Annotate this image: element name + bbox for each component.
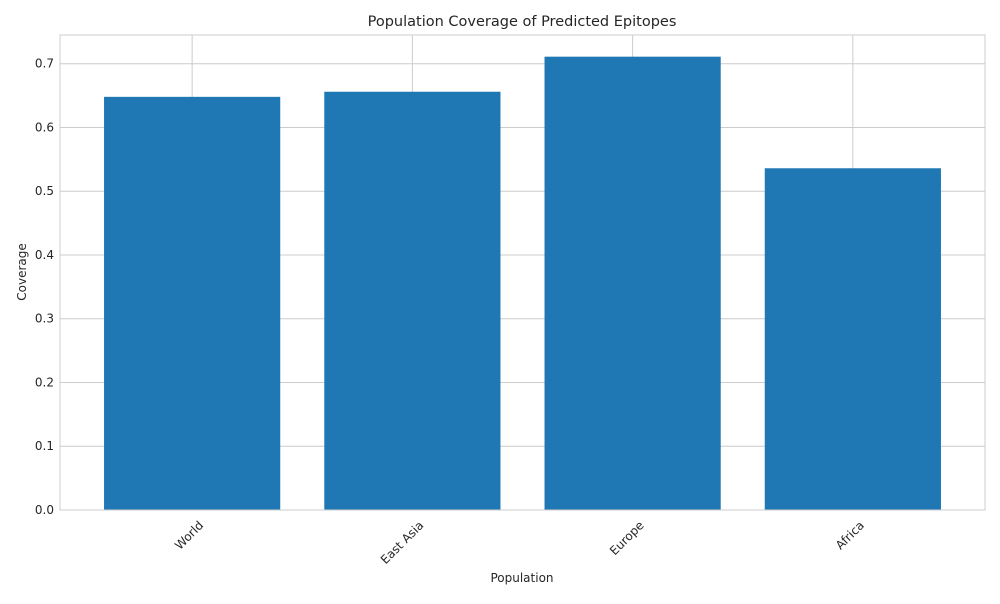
x-tick-label: Africa [833,518,867,552]
y-tick-label: 0.3 [35,312,54,326]
y-tick-label: 0.5 [35,184,54,198]
bars [104,56,941,510]
y-tick-label: 0.2 [35,375,54,389]
bar-africa [764,168,941,510]
bar-europe [544,56,721,510]
bar-east-asia [324,91,501,510]
y-tick-label: 0.4 [35,248,54,262]
x-tick-label: World [172,518,206,552]
x-axis-label: Population [490,571,553,585]
chart-title: Population Coverage of Predicted Epitope… [368,14,677,30]
x-tick-label: East Asia [378,518,427,567]
bar-world [104,96,281,510]
y-tick-label: 0.0 [35,503,54,517]
y-tick-label: 0.6 [35,120,54,134]
x-tick-label: Europe [607,518,647,558]
y-axis-label: Coverage [15,243,29,301]
plot-frame [59,34,986,511]
y-tick-label: 0.1 [35,439,54,453]
y-tick-label: 0.7 [35,57,54,71]
